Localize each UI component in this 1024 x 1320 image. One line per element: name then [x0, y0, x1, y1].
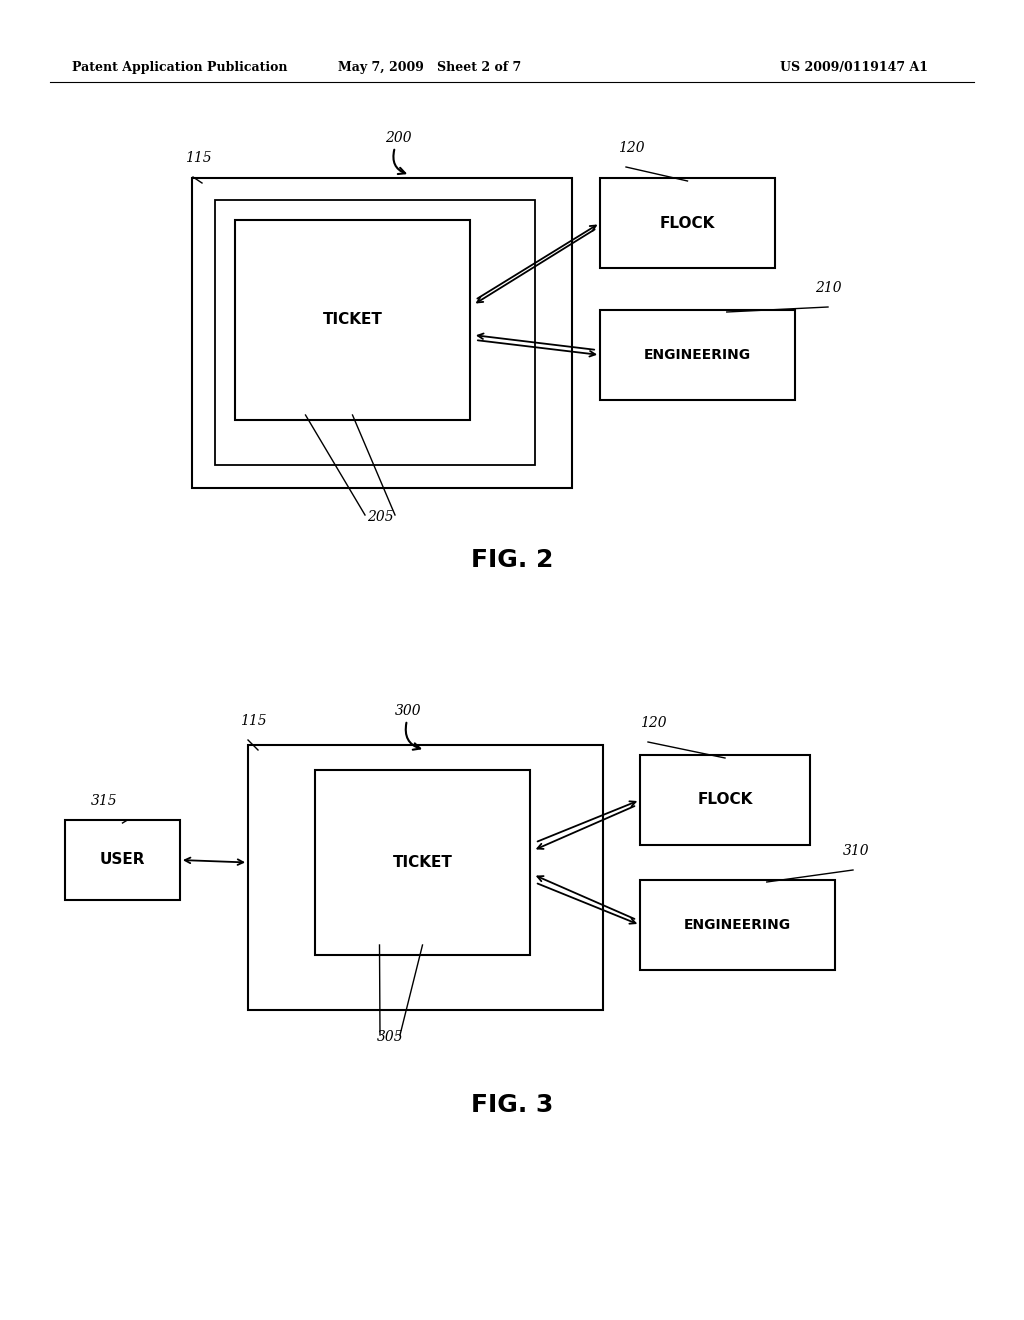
- Text: 210: 210: [815, 281, 842, 294]
- Text: TICKET: TICKET: [323, 313, 382, 327]
- Bar: [248, 744, 603, 1010]
- Text: FIG. 3: FIG. 3: [471, 1093, 553, 1117]
- Text: US 2009/0119147 A1: US 2009/0119147 A1: [780, 62, 928, 74]
- Text: FLOCK: FLOCK: [659, 215, 715, 231]
- Text: May 7, 2009   Sheet 2 of 7: May 7, 2009 Sheet 2 of 7: [338, 62, 521, 74]
- Bar: [640, 880, 835, 970]
- Bar: [600, 178, 775, 268]
- Text: 205: 205: [367, 510, 393, 524]
- Text: 315: 315: [91, 795, 118, 808]
- Bar: [640, 755, 810, 845]
- Text: ENGINEERING: ENGINEERING: [684, 917, 792, 932]
- Text: 300: 300: [395, 704, 422, 718]
- Text: FLOCK: FLOCK: [697, 792, 753, 808]
- Bar: [315, 770, 530, 954]
- Text: TICKET: TICKET: [392, 855, 453, 870]
- Bar: [193, 178, 572, 488]
- Text: 200: 200: [385, 131, 412, 145]
- Bar: [215, 201, 535, 465]
- Text: Patent Application Publication: Patent Application Publication: [72, 62, 288, 74]
- Text: 305: 305: [377, 1030, 403, 1044]
- Bar: [65, 820, 180, 900]
- Text: 310: 310: [843, 843, 869, 858]
- Bar: [234, 220, 470, 420]
- Text: ENGINEERING: ENGINEERING: [644, 348, 751, 362]
- Bar: [600, 310, 795, 400]
- Text: 115: 115: [240, 714, 266, 729]
- Text: 120: 120: [618, 141, 645, 154]
- Text: FIG. 2: FIG. 2: [471, 548, 553, 572]
- Text: USER: USER: [99, 853, 145, 867]
- Text: 120: 120: [640, 715, 667, 730]
- Text: 115: 115: [185, 150, 212, 165]
